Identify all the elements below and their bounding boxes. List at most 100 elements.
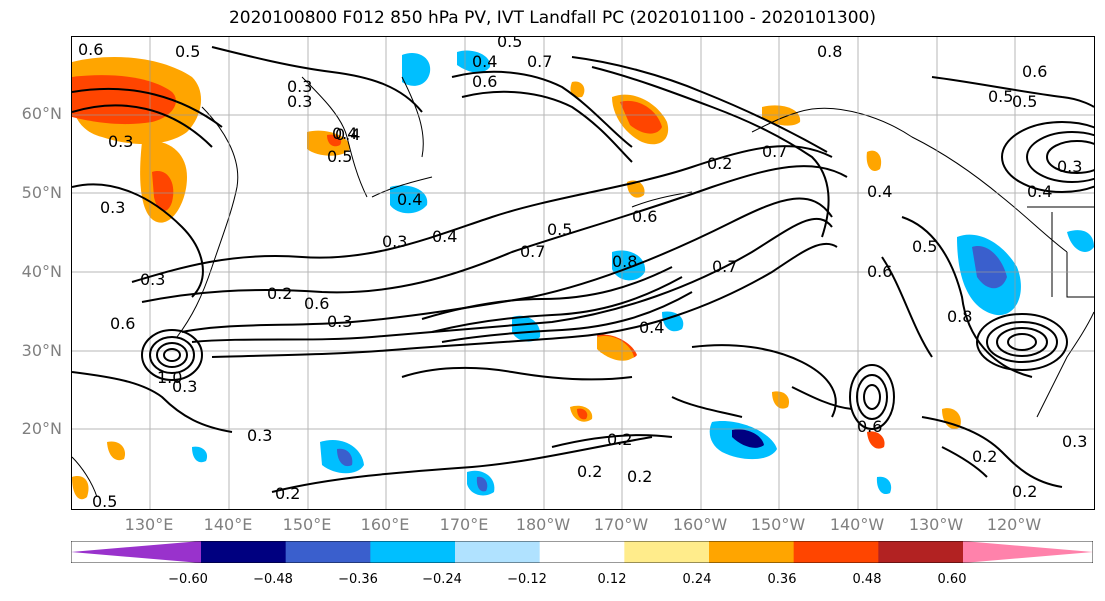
contour-label: 0.4	[867, 182, 892, 201]
contour-label: 0.3	[287, 92, 312, 111]
ivt-contours	[72, 46, 1094, 493]
colorbar-cell	[709, 541, 795, 563]
contour-label: 0.5	[1012, 92, 1037, 111]
contour-label: 0.3	[382, 232, 407, 251]
colorbar-cells	[71, 541, 1093, 563]
contour-label: 0.6	[110, 314, 135, 333]
lon-label: 170°W	[593, 515, 649, 534]
contour-label: 0.5	[912, 237, 937, 256]
contour-label: 0.2	[707, 154, 732, 173]
contour-label: 0.7	[527, 52, 552, 71]
contour-label: 0.3	[100, 198, 125, 217]
colorbar-tick-label: 0.24	[682, 572, 712, 587]
contour-label: 0.4	[639, 318, 664, 337]
contour-label: 0.6	[304, 294, 329, 313]
contour-label: 1.0	[157, 368, 182, 387]
map-panel[interactable]: 0.5 0.6 0.3 0.4 0.3 0.2 0.3 0.3 0.6 0.3 …	[71, 36, 1095, 510]
lon-label: 130°W	[908, 515, 964, 534]
contour-label: 0.2	[972, 447, 997, 466]
contour-label: 0.3	[1062, 432, 1087, 451]
contour-label: 0.5	[327, 147, 352, 166]
colorbar-tick-label: −0.60	[168, 572, 208, 587]
contour-label: 0.2	[275, 484, 300, 503]
colorbar-svg	[70, 540, 1094, 564]
lon-label: 140°E	[203, 515, 253, 534]
colorbar-tick-label: −0.12	[507, 572, 547, 587]
contour-label: 0.5	[175, 42, 200, 61]
contour-label: 0.6	[857, 417, 882, 436]
contour-label: 0.4	[472, 52, 497, 71]
colorbar-tick-label: 0.60	[937, 572, 967, 587]
contour-label: 0.4	[1027, 182, 1052, 201]
contour-label: 0.6	[78, 40, 103, 59]
lat-label: 60°N	[21, 104, 62, 123]
colorbar-cell	[370, 541, 456, 563]
contour-label: 0.2	[627, 467, 652, 486]
chart-title: 2020100800 F012 850 hPa PV, IVT Landfall…	[228, 8, 876, 28]
contour-label: 0.5	[497, 37, 522, 51]
lon-label: 170°E	[439, 515, 489, 534]
contour-label: 0.7	[762, 142, 787, 161]
contour-label: 0.8	[947, 307, 972, 326]
lon-label: 160°W	[672, 515, 728, 534]
colorbar-tick-label: 0.12	[597, 572, 627, 587]
colorbar	[70, 540, 1094, 564]
coastlines	[72, 76, 1094, 498]
lon-label: 140°W	[829, 515, 885, 534]
contour-label: 0.2	[577, 462, 602, 481]
contour-label: 0.4	[397, 190, 422, 209]
contour-label: 0.6	[632, 207, 657, 226]
colorbar-cell	[455, 541, 541, 563]
colorbar-cell	[624, 541, 710, 563]
colorbar-cell	[878, 541, 964, 563]
contour-label: 0.8	[817, 42, 842, 61]
contour-label: 0.4	[335, 125, 360, 144]
lon-label: 150°W	[750, 515, 806, 534]
colorbar-tick-label: −0.36	[338, 572, 378, 587]
contour-label: 0.7	[712, 257, 737, 276]
lat-label: 20°N	[21, 419, 62, 438]
lon-label: 160°E	[360, 515, 410, 534]
contour-label: 0.3	[327, 312, 352, 331]
contour-label: 0.6	[1022, 62, 1047, 81]
map-canvas: 0.5 0.6 0.3 0.4 0.3 0.2 0.3 0.3 0.6 0.3 …	[72, 37, 1094, 509]
contour-label: 0.2	[267, 284, 292, 303]
contour-label: 0.3	[287, 77, 312, 96]
contour-label: 0.6	[472, 72, 497, 91]
graticule	[72, 37, 1094, 509]
colorbar-cell	[201, 541, 287, 563]
pv-shading	[72, 50, 1094, 500]
contour-label: 0.3	[247, 426, 272, 445]
colorbar-cell	[793, 541, 879, 563]
colorbar-cell	[539, 541, 625, 563]
colorbar-cell	[285, 541, 371, 563]
lat-label: 40°N	[21, 262, 62, 281]
contour-label: 0.3	[172, 377, 197, 396]
colorbar-cell	[963, 541, 1093, 563]
lat-label: 50°N	[21, 183, 62, 202]
contour-label: 0.2	[1012, 482, 1037, 501]
contour-label: 0.5	[988, 87, 1013, 106]
contour-labels: 0.5 0.6 0.3 0.4 0.3 0.2 0.3 0.3 0.6 0.3 …	[78, 37, 1087, 509]
contour-label: 0.5	[547, 220, 572, 239]
contour-label: 0.3	[1057, 157, 1082, 176]
contour-label: 0.2	[607, 430, 632, 449]
contour-label: 0.3	[108, 132, 133, 151]
lon-label: 150°E	[282, 515, 332, 534]
colorbar-cell	[71, 541, 201, 563]
colorbar-tick-label: 0.36	[767, 572, 797, 587]
colorbar-tick-label: 0.48	[852, 572, 882, 587]
lat-label: 30°N	[21, 341, 62, 360]
colorbar-tick-label: −0.24	[422, 572, 462, 587]
contour-label: 0.4	[332, 124, 357, 143]
contour-label: 0.4	[432, 227, 457, 246]
contour-label: 0.3	[140, 270, 165, 289]
contour-label: 0.6	[867, 262, 892, 281]
lon-label: 130°E	[124, 515, 174, 534]
colorbar-tick-label: −0.48	[253, 572, 293, 587]
lon-label: 180°W	[515, 515, 571, 534]
lon-label: 120°W	[986, 515, 1042, 534]
contour-label: 0.7	[520, 242, 545, 261]
contour-label: 0.5	[92, 492, 117, 509]
contour-label: 0.8	[612, 252, 637, 271]
